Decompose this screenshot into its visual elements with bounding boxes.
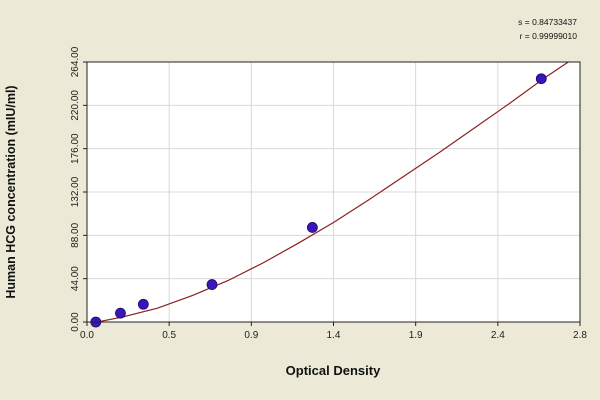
data-point <box>306 222 318 233</box>
x-tick-label: 2.4 <box>491 330 505 341</box>
data-point <box>137 298 149 310</box>
data-point <box>535 73 547 85</box>
x-tick-label: 1.9 <box>409 330 423 341</box>
x-tick-label: 1.4 <box>327 330 341 341</box>
y-tick-label: 264.00 <box>70 46 81 77</box>
x-tick-label: 0.5 <box>162 330 176 341</box>
y-tick-label: 132.00 <box>70 176 81 207</box>
x-tick-label: 2.8 <box>573 330 587 341</box>
y-tick-label: 220.00 <box>70 90 81 121</box>
fit-curve-layer <box>94 62 570 322</box>
y-tick-label: 0.00 <box>70 312 81 332</box>
data-point <box>206 279 218 290</box>
grid-lines <box>87 62 580 322</box>
fit-statistics: s = 0.84733437 r = 0.99999010 <box>518 17 577 41</box>
fit-curve <box>94 62 570 322</box>
x-tick-label: 0.9 <box>244 330 258 341</box>
y-tick-label: 88.00 <box>70 222 81 247</box>
stat-r: r = 0.99999010 <box>520 31 578 41</box>
x-tick-label: 0.0 <box>80 330 94 341</box>
x-axis-title: Optical Density <box>286 363 381 378</box>
axis-ticks: 0.0 0.5 0.9 1.4 1.9 2.4 2.8 0.00 44.00 88.00 132.0… <box>70 46 587 341</box>
data-point <box>115 307 126 319</box>
y-tick-label: 176.00 <box>70 133 81 164</box>
stat-s: s = 0.84733437 <box>518 17 577 27</box>
y-tick-label: 44.00 <box>70 266 81 291</box>
data-points-layer <box>90 73 547 328</box>
y-axis-title: Human HCG concentration (mIU/ml) <box>4 85 18 298</box>
